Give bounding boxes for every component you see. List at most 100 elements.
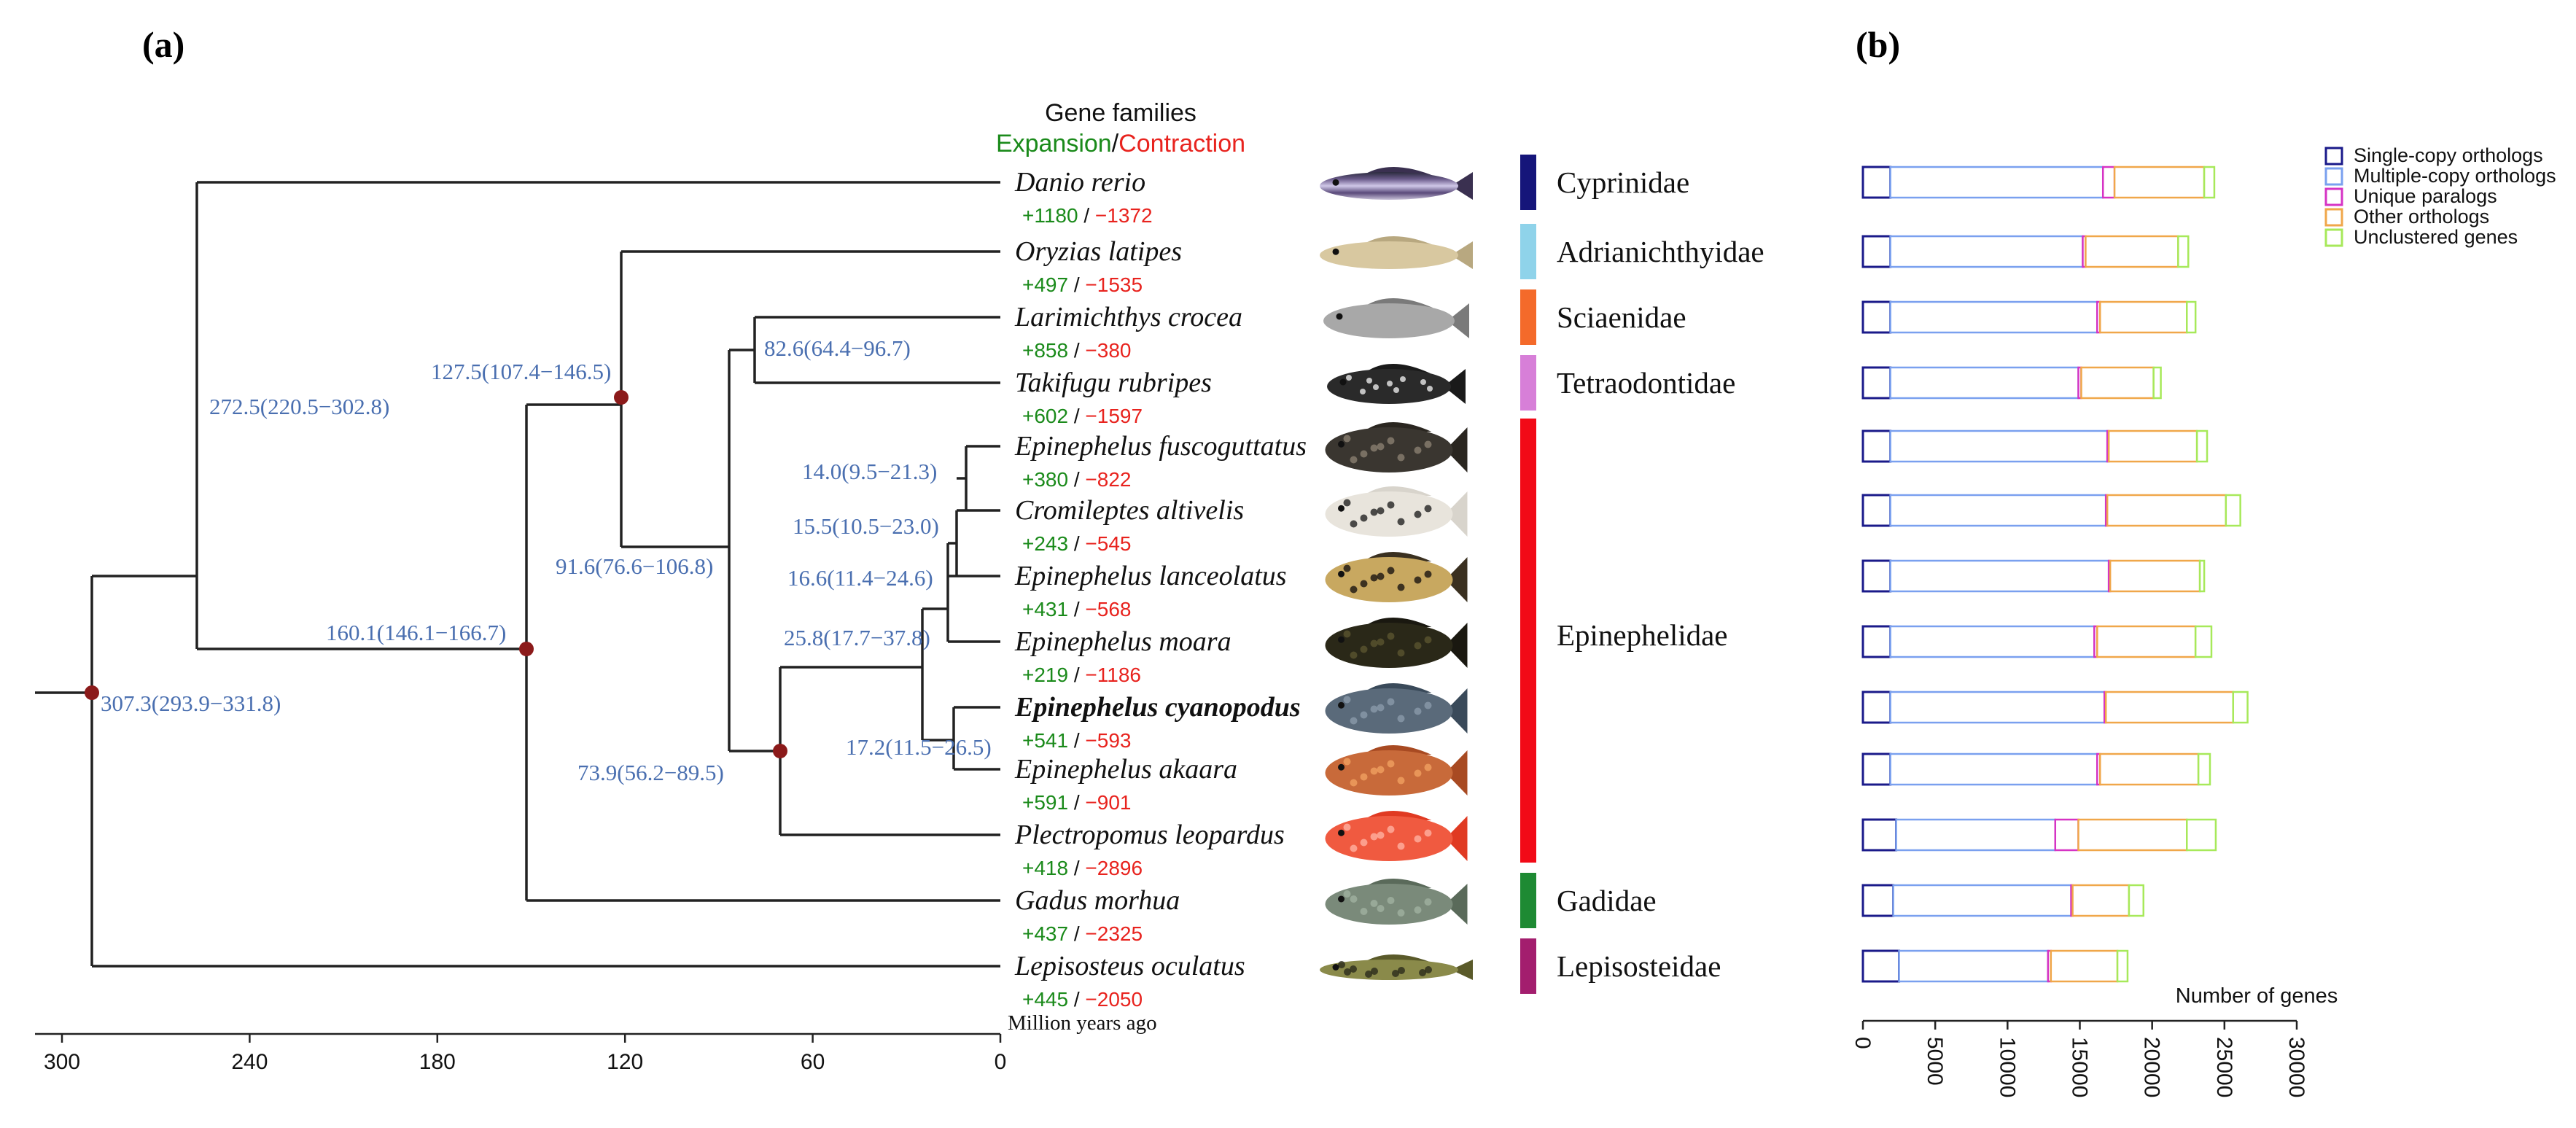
fish-spot — [1377, 831, 1385, 839]
fish-image — [1320, 167, 1473, 200]
count-separator: / — [1068, 922, 1085, 945]
fish-spot — [1397, 715, 1405, 723]
expansion-contraction-counts: +445 / −2050 — [1022, 988, 1143, 1011]
gene-bar-segment — [1861, 494, 1892, 527]
fish-image — [1325, 811, 1468, 861]
fish-spot — [1365, 971, 1372, 978]
calibration-node-dot — [773, 744, 787, 758]
fish-spot — [1360, 514, 1368, 522]
gene-bar-segment — [2195, 429, 2209, 463]
gene-axis-label: Number of genes — [2176, 984, 2338, 1008]
expansion-contraction-legend: Expansion/Contraction — [996, 130, 1245, 157]
expansion-count: +431 — [1022, 598, 1068, 621]
fish-spot — [1350, 520, 1358, 528]
fish-image — [1325, 486, 1468, 537]
gene-bar-segment — [1861, 429, 1892, 463]
fish-tail — [1451, 960, 1473, 980]
count-separator: / — [1068, 405, 1085, 427]
fish-body — [1325, 884, 1453, 925]
fish-spot — [1344, 968, 1351, 976]
fish-eye — [1332, 179, 1339, 186]
gene-bar-segment — [2099, 300, 2188, 334]
fish-spot — [1343, 823, 1351, 831]
expansion-legend: Expansion — [996, 130, 1112, 157]
gene-axis-tick-label: 25000 — [2212, 1037, 2236, 1097]
fish-spot — [1414, 835, 1422, 843]
fish-spot — [1387, 632, 1395, 640]
time-axis-label: Million years ago — [1008, 1011, 1157, 1035]
count-separator: / — [1068, 988, 1085, 1011]
fish-spot — [1360, 450, 1368, 458]
fish-image — [1323, 298, 1469, 338]
gene-bar-segment — [2186, 300, 2197, 334]
expansion-contraction-counts: +418 / −2896 — [1022, 857, 1143, 879]
fish-eye — [1338, 440, 1345, 448]
count-separator: / — [1068, 791, 1085, 814]
node-age-label: 272.5(220.5−302.8) — [209, 394, 389, 419]
fish-spot — [1360, 773, 1368, 781]
contraction-legend: Contraction — [1118, 130, 1245, 157]
time-axis-tick-label: 180 — [419, 1050, 456, 1074]
expansion-contraction-counts: +858 / −380 — [1022, 339, 1132, 362]
contraction-count: −2325 — [1085, 922, 1143, 945]
fish-spot — [1371, 968, 1378, 975]
fish-spot — [1343, 435, 1351, 443]
fish-spot — [1425, 966, 1432, 973]
gene-bar-segment — [2128, 884, 2145, 917]
family-color-bar — [1520, 224, 1536, 279]
gene-families-title: Gene families — [1045, 99, 1196, 127]
node-age-label: 127.5(107.4−146.5) — [431, 359, 611, 384]
gene-axis-tick-label: 20000 — [2140, 1037, 2164, 1097]
expansion-contraction-counts: +602 / −1597 — [1022, 405, 1143, 427]
taxon-name: Epinephelus akaara — [1014, 754, 1237, 785]
expansion-contraction-counts: +591 / −901 — [1022, 791, 1132, 814]
gene-bar-segment — [1861, 818, 1898, 852]
fish-body — [1320, 241, 1458, 269]
gene-bar-segment — [2186, 818, 2217, 852]
fish-spot — [1420, 379, 1426, 385]
legend-swatch — [2324, 208, 2343, 227]
fish-spot — [1387, 567, 1395, 575]
gene-bar-segment — [2113, 166, 2206, 199]
gene-bar-segment — [2177, 235, 2190, 268]
fish-tail — [1451, 241, 1473, 269]
expansion-count: +418 — [1022, 857, 1068, 879]
fish-body — [1325, 491, 1453, 537]
family-color-bar — [1520, 938, 1536, 994]
expansion-count: +602 — [1022, 405, 1068, 427]
expansion-count: +541 — [1022, 729, 1068, 752]
gene-bar-segment — [1861, 884, 1895, 917]
expansion-contraction-counts: +219 / −1186 — [1022, 664, 1141, 686]
fish-image — [1325, 745, 1468, 796]
fish-images — [1320, 167, 1473, 980]
contraction-count: −380 — [1085, 339, 1131, 362]
fish-spot — [1343, 758, 1351, 766]
fish-spot — [1397, 909, 1405, 917]
fish-body — [1325, 623, 1453, 668]
fish-spot — [1370, 705, 1378, 713]
taxon-name: Plectropomus leopardus — [1014, 820, 1285, 850]
gene-bar-segment — [2080, 366, 2155, 400]
fish-eye — [1338, 570, 1345, 577]
family-color-bar — [1520, 155, 1536, 210]
gene-bar-segment — [2106, 494, 2227, 527]
fish-spot — [1350, 456, 1358, 464]
fish-tail — [1451, 172, 1473, 200]
fish-spot — [1360, 711, 1368, 719]
panel-a-label: (a) — [142, 24, 184, 65]
family-name: Adrianichthyidae — [1557, 235, 1764, 268]
fish-spot — [1377, 766, 1385, 774]
fish-spot — [1424, 701, 1432, 709]
fish-spot — [1397, 649, 1405, 657]
fish-body — [1325, 750, 1453, 796]
fish-spot — [1387, 381, 1393, 386]
legend-label: Multiple-copy orthologs — [2354, 165, 2556, 187]
legend-swatch — [2324, 228, 2343, 247]
expansion-count: +380 — [1022, 468, 1068, 491]
calibration-node-dot — [519, 642, 534, 656]
fish-spot — [1414, 707, 1422, 715]
fish-spot — [1370, 444, 1378, 452]
gene-bar-segment — [2198, 559, 2206, 593]
